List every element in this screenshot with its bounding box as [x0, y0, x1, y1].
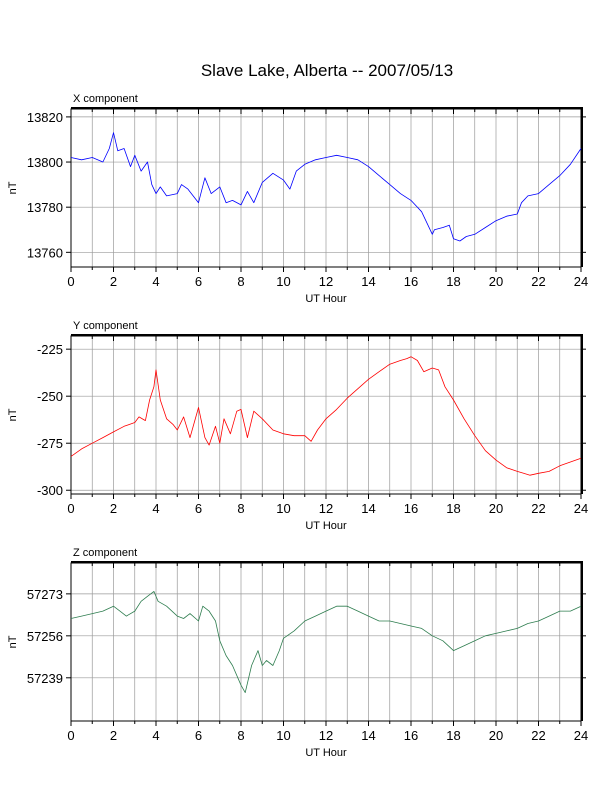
- z-component-x-tick-label: 10: [276, 728, 290, 743]
- y-component-x-tick-label: 24: [574, 501, 588, 516]
- y-component-panel-label: Y component: [73, 320, 138, 332]
- x-component-x-tick-label: 6: [195, 274, 202, 289]
- z-component-series-line: [70, 591, 582, 693]
- z-component-x-tick-label: 16: [404, 728, 418, 743]
- z-component-panel-label: Z component: [73, 547, 137, 559]
- y-component-x-tick-label: 0: [67, 501, 74, 516]
- z-component-x-tick-label: 4: [152, 728, 159, 743]
- z-component-frame-band-right: [581, 563, 583, 721]
- x-component-x-tick-label: 24: [574, 274, 588, 289]
- z-component-y-tick-label: 57239: [27, 671, 63, 686]
- x-component-x-tick-label: 18: [446, 274, 460, 289]
- z-component-x-tick-label: 20: [489, 728, 503, 743]
- x-component-panel-label: X component: [73, 93, 138, 105]
- y-component-frame-band-right: [581, 336, 583, 494]
- x-component-y-tick-label: 13780: [27, 200, 63, 215]
- z-component-x-tick-label: 2: [110, 728, 117, 743]
- x-component-y-tick-label: 13800: [27, 155, 63, 170]
- x-component-x-tick-label: 22: [531, 274, 545, 289]
- z-component-y-axis-label: nT: [7, 635, 19, 648]
- z-component-frame-band-top: [71, 561, 583, 563]
- x-component-x-tick-label: 20: [489, 274, 503, 289]
- x-component-x-tick-label: 4: [152, 274, 159, 289]
- y-component-x-tick-label: 22: [531, 501, 545, 516]
- z-component-y-tick-label: 57273: [27, 587, 63, 602]
- y-component-x-tick-label: 6: [195, 501, 202, 516]
- y-component-y-axis-label: nT: [7, 408, 19, 421]
- y-component-x-tick-label: 20: [489, 501, 503, 516]
- x-component-x-tick-label: 8: [237, 274, 244, 289]
- y-component-panel: 0 2 4 6 8 10 12 14 16 18 20 22 24-300-275-250-225UT …: [7, 320, 588, 532]
- x-component-frame-band-right: [581, 109, 583, 267]
- z-component-x-tick-label: 6: [195, 728, 202, 743]
- x-component-y-axis-label: nT: [7, 181, 19, 194]
- x-component-x-tick-label: 10: [276, 274, 290, 289]
- z-component-x-tick-label: 22: [531, 728, 545, 743]
- x-component-y-tick-label: 13760: [27, 245, 63, 260]
- y-component-y-tick-label: -250: [37, 389, 63, 404]
- x-component-panel: 0 2 4 6 8 10 12 14 16 18 20 22 241376013780138001382…: [7, 93, 588, 305]
- y-component-y-tick-label: -275: [37, 436, 63, 451]
- y-component-frame-band-top: [71, 334, 583, 336]
- x-component-frame-band-top: [71, 107, 583, 109]
- x-component-x-tick-label: 14: [361, 274, 375, 289]
- y-component-x-tick-label: 14: [361, 501, 375, 516]
- y-component-x-tick-label: 12: [319, 501, 333, 516]
- figure-title: Slave Lake, Alberta -- 2007/05/13: [201, 61, 453, 80]
- z-component-x-tick-label: 0: [67, 728, 74, 743]
- x-component-x-tick-label: 0: [67, 274, 74, 289]
- z-component-x-tick-label: 8: [237, 728, 244, 743]
- chart-panels: 0 2 4 6 8 10 12 14 16 18 20 22 241376013780138001382…: [7, 93, 588, 759]
- z-component-x-axis-label: UT Hour: [305, 747, 347, 759]
- y-component-x-tick-label: 18: [446, 501, 460, 516]
- y-component-x-tick-label: 16: [404, 501, 418, 516]
- x-component-y-tick-label: 13820: [27, 110, 63, 125]
- y-component-x-tick-label: 10: [276, 501, 290, 516]
- y-component-x-tick-label: 4: [152, 501, 159, 516]
- x-component-x-tick-label: 12: [319, 274, 333, 289]
- z-component-x-tick-label: 18: [446, 728, 460, 743]
- y-component-x-tick-label: 2: [110, 501, 117, 516]
- x-component-x-tick-label: 16: [404, 274, 418, 289]
- z-component-y-tick-label: 57256: [27, 629, 63, 644]
- y-component-y-tick-label: -225: [37, 342, 63, 357]
- y-component-y-tick-label: -300: [37, 483, 63, 498]
- z-component-x-tick-label: 24: [574, 728, 588, 743]
- x-component-x-axis-label: UT Hour: [305, 293, 347, 305]
- z-component-x-tick-label: 14: [361, 728, 375, 743]
- x-component-x-tick-label: 2: [110, 274, 117, 289]
- z-component-x-tick-label: 12: [319, 728, 333, 743]
- y-component-x-axis-label: UT Hour: [305, 520, 347, 532]
- y-component-series-line: [70, 356, 582, 476]
- y-component-x-tick-label: 8: [237, 501, 244, 516]
- x-component-series-line: [70, 132, 582, 242]
